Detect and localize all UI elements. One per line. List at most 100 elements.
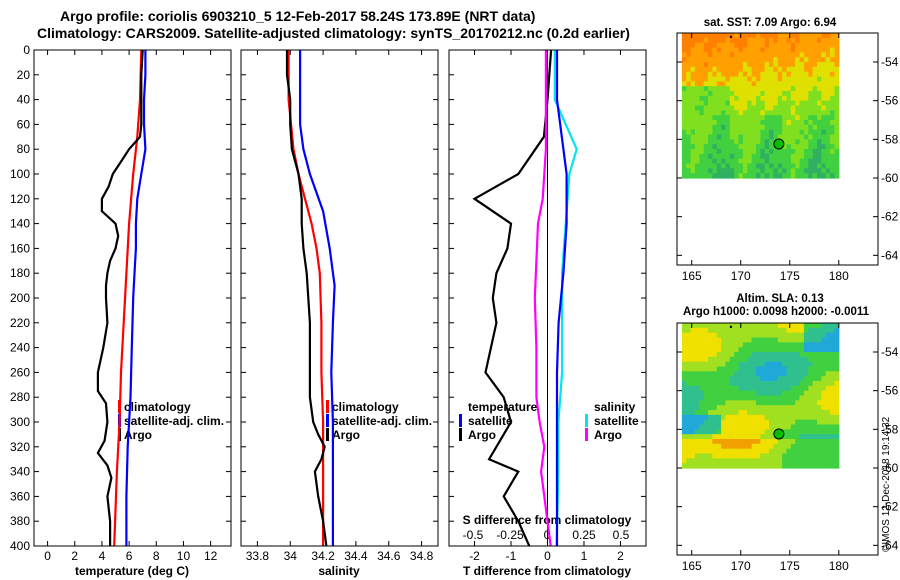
heatmap-cell bbox=[816, 100, 822, 107]
heatmap-cell bbox=[825, 168, 831, 174]
heatmap-cell bbox=[834, 66, 840, 73]
heatmap-cell bbox=[729, 76, 735, 82]
heatmap-cell bbox=[760, 105, 766, 111]
heatmap-cell bbox=[716, 352, 722, 358]
heatmap-cell bbox=[703, 448, 709, 455]
legend-label-climatology: climatology bbox=[332, 400, 399, 414]
heatmap-cell bbox=[751, 371, 757, 377]
heatmap-cell bbox=[725, 105, 731, 111]
heatmap-cell bbox=[734, 453, 740, 459]
heatmap-cell bbox=[742, 371, 748, 377]
x-tick-label: 175 bbox=[780, 269, 800, 283]
heatmap-cell bbox=[799, 57, 805, 63]
heatmap-cell bbox=[764, 352, 770, 358]
heatmap-cell bbox=[755, 443, 761, 450]
heatmap-cell bbox=[777, 86, 783, 92]
heatmap-cell bbox=[795, 42, 801, 49]
heatmap-cell bbox=[686, 439, 692, 445]
heatmap-cell bbox=[738, 390, 744, 397]
heatmap-cell bbox=[764, 395, 770, 401]
heatmap-cell bbox=[738, 95, 744, 102]
heatmap-cell bbox=[725, 361, 731, 368]
heatmap-cell bbox=[734, 158, 740, 165]
heatmap-cell bbox=[742, 149, 748, 155]
heatmap-cell bbox=[830, 419, 836, 426]
heatmap-cell bbox=[686, 76, 692, 82]
heatmap-cell bbox=[773, 115, 779, 121]
heatmap-cell bbox=[816, 149, 822, 155]
heatmap-cell bbox=[703, 366, 709, 372]
heatmap-cell bbox=[721, 57, 727, 63]
heatmap-cell bbox=[830, 395, 836, 401]
heatmap-cell bbox=[830, 115, 836, 121]
heatmap-cell bbox=[830, 120, 836, 126]
heatmap-cell bbox=[742, 366, 748, 372]
heatmap-cell bbox=[803, 448, 809, 455]
heatmap-cell bbox=[799, 153, 805, 160]
heatmap-cell bbox=[699, 168, 705, 174]
heatmap-cell bbox=[769, 95, 775, 102]
heatmap-cell bbox=[690, 95, 696, 102]
heatmap-cell bbox=[747, 62, 753, 68]
heatmap-cell bbox=[786, 376, 792, 382]
heatmap-cell bbox=[830, 429, 836, 435]
heatmap-cell bbox=[816, 458, 822, 464]
heatmap-cell bbox=[751, 149, 757, 155]
heatmap-cell bbox=[694, 168, 700, 174]
heatmap-cell bbox=[773, 395, 779, 401]
heatmap-cell bbox=[825, 134, 831, 140]
heatmap-cell bbox=[769, 453, 775, 459]
heatmap-cell bbox=[803, 158, 809, 165]
heatmap-cell bbox=[769, 410, 775, 416]
heatmap-cell bbox=[795, 429, 801, 435]
heatmap-cell bbox=[816, 453, 822, 459]
heatmap-cell bbox=[712, 42, 718, 49]
heatmap-cell bbox=[686, 414, 692, 421]
heatmap-cell bbox=[773, 347, 779, 353]
heatmap-cell bbox=[708, 400, 714, 406]
heatmap-cell bbox=[834, 453, 840, 459]
heatmap-cell bbox=[803, 366, 809, 372]
series-line-climatology bbox=[113, 50, 143, 546]
heatmap-cell bbox=[777, 410, 783, 416]
heatmap-cell bbox=[812, 100, 818, 107]
heatmap-cell bbox=[816, 62, 822, 68]
heatmap-cell bbox=[834, 105, 840, 111]
heatmap-cell bbox=[812, 76, 818, 82]
heatmap-cell bbox=[790, 376, 796, 382]
heatmap-cell bbox=[799, 419, 805, 426]
heatmap-cell bbox=[712, 424, 718, 430]
heatmap-cell bbox=[699, 95, 705, 102]
heatmap-cell bbox=[777, 390, 783, 397]
heatmap-cell bbox=[773, 385, 779, 392]
heatmap-cell bbox=[747, 414, 753, 421]
heatmap-cell bbox=[821, 385, 827, 392]
heatmap-cell bbox=[751, 173, 757, 179]
heatmap-cell bbox=[812, 110, 818, 116]
heatmap-cell bbox=[721, 52, 727, 58]
heatmap-cell bbox=[738, 105, 744, 111]
heatmap-cell bbox=[681, 361, 687, 368]
heatmap-cell bbox=[708, 361, 714, 368]
heatmap-cell bbox=[760, 385, 766, 392]
heatmap-cell bbox=[760, 424, 766, 430]
heatmap-cell bbox=[734, 434, 740, 440]
heatmap-cell bbox=[786, 124, 792, 131]
heatmap-cell bbox=[786, 100, 792, 107]
heatmap-cell bbox=[694, 453, 700, 459]
heatmap-cell bbox=[690, 76, 696, 82]
heatmap-cell bbox=[769, 149, 775, 155]
heatmap-cell bbox=[725, 337, 731, 343]
heatmap-cell bbox=[699, 129, 705, 136]
heatmap-cell bbox=[694, 115, 700, 121]
heatmap-cell bbox=[742, 342, 748, 348]
heatmap-cell bbox=[773, 405, 779, 411]
legend-swatch-t-satellite bbox=[459, 414, 462, 427]
heatmap-cell bbox=[712, 91, 718, 97]
heatmap-cell bbox=[742, 419, 748, 426]
heatmap-cell bbox=[681, 385, 687, 392]
heatmap-cell bbox=[747, 86, 753, 92]
heatmap-cell bbox=[747, 400, 753, 406]
heatmap-cell bbox=[755, 424, 761, 430]
heatmap-cell bbox=[834, 158, 840, 165]
